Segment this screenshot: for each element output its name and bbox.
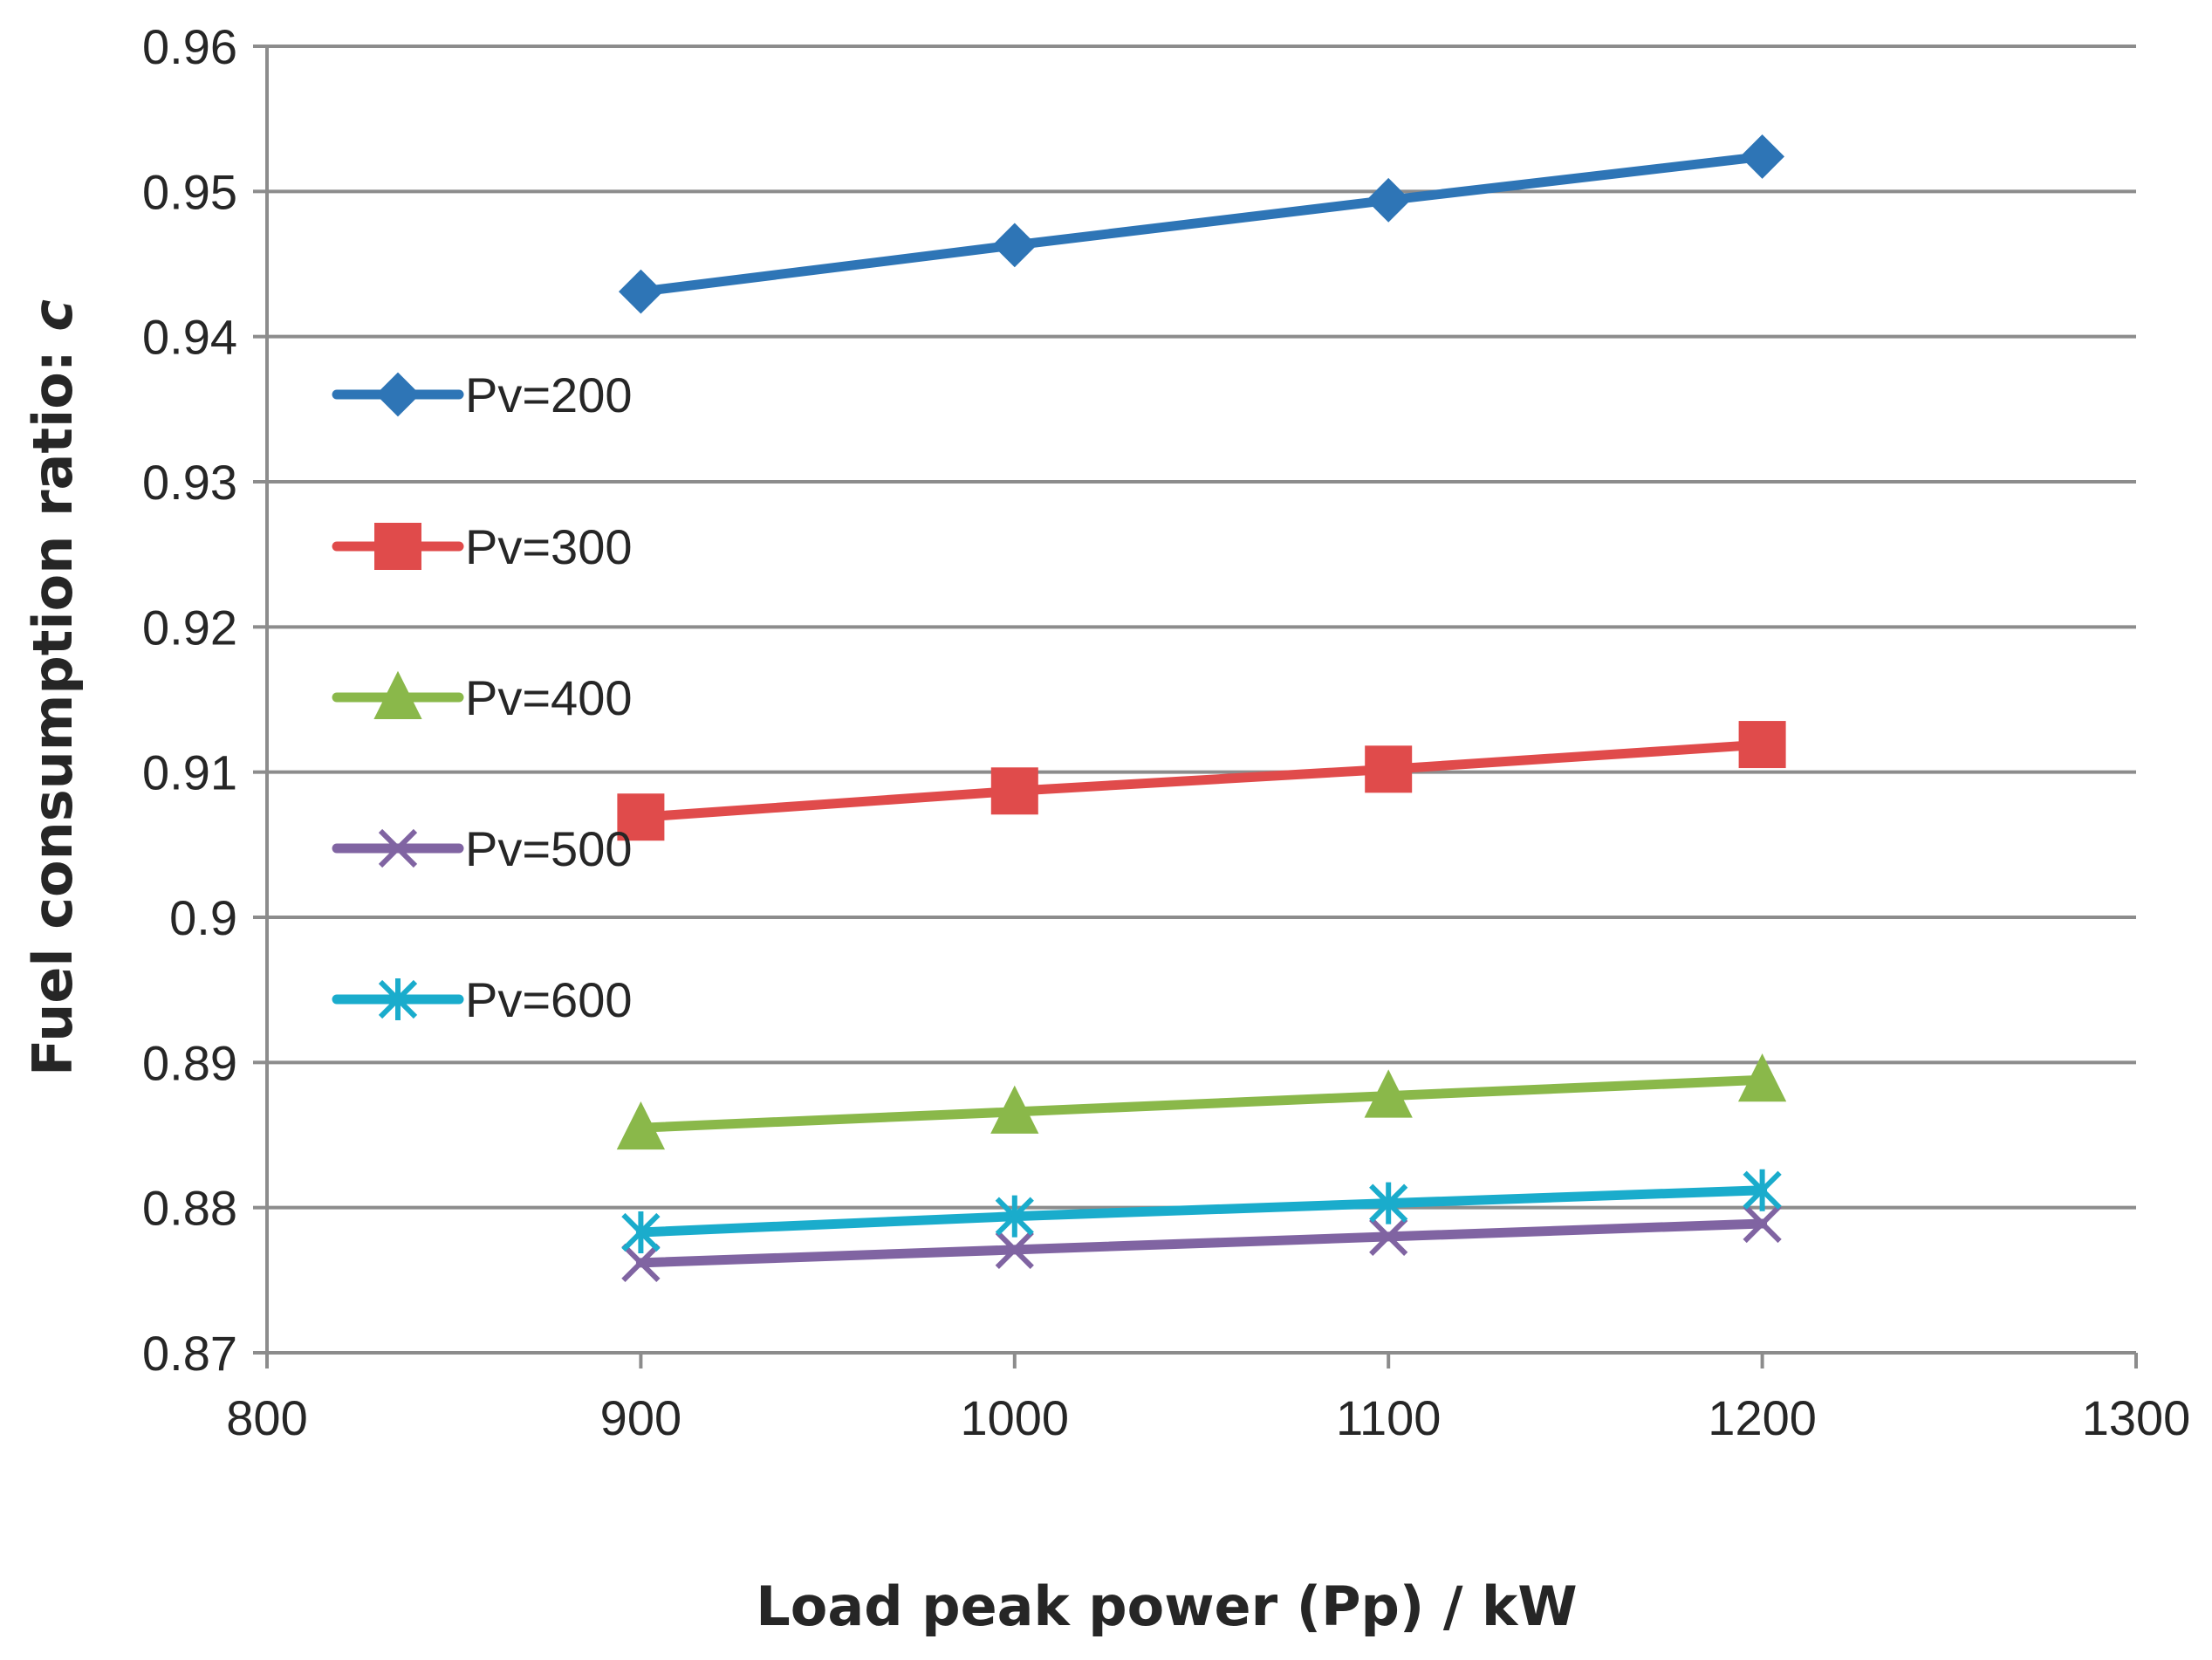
y-axis-title-variable: c bbox=[21, 299, 85, 332]
y-axis-title-main: Fuel consumption ratio: bbox=[21, 332, 85, 1076]
data-point bbox=[1365, 745, 1413, 793]
data-point bbox=[1738, 721, 1786, 769]
data-point bbox=[1369, 1182, 1408, 1224]
series-line bbox=[635, 1074, 1768, 1133]
y-tick-label: 0.94 bbox=[142, 310, 237, 365]
data-point bbox=[995, 1230, 1034, 1270]
series bbox=[616, 134, 1787, 1282]
y-tick-label: 0.88 bbox=[142, 1181, 237, 1236]
y-tick-label: 0.9 bbox=[169, 890, 237, 945]
x-tick-label: 1000 bbox=[961, 1390, 1070, 1445]
legend-marker bbox=[378, 828, 418, 868]
series-pv-200 bbox=[618, 134, 1785, 314]
y-axis-title: Fuel consumption ratio: c bbox=[21, 299, 85, 1076]
legend-label: Pv=600 bbox=[465, 972, 633, 1027]
data-point bbox=[1737, 1053, 1787, 1102]
legend-label: Pv=300 bbox=[465, 519, 633, 574]
data-point bbox=[617, 793, 665, 841]
data-point bbox=[621, 1243, 661, 1282]
data-point bbox=[990, 767, 1038, 815]
legend-item: Pv=300 bbox=[332, 519, 633, 574]
legend-item: Pv=500 bbox=[332, 821, 633, 876]
data-point bbox=[1369, 1217, 1408, 1257]
series-line bbox=[635, 1185, 1768, 1238]
y-tick-label: 0.91 bbox=[142, 745, 237, 800]
series-line bbox=[635, 1218, 1768, 1268]
legend-marker bbox=[374, 523, 421, 570]
data-point bbox=[1740, 134, 1785, 179]
x-tick-label: 800 bbox=[226, 1390, 307, 1445]
series-pv-400 bbox=[616, 1053, 1787, 1150]
data-point bbox=[1364, 1069, 1413, 1118]
series-line bbox=[635, 151, 1768, 297]
legend-marker bbox=[375, 372, 421, 417]
x-tick-label: 900 bbox=[600, 1390, 681, 1445]
x-tick-label: 1300 bbox=[2082, 1390, 2191, 1445]
data-point bbox=[992, 223, 1038, 268]
data-point bbox=[990, 1085, 1039, 1134]
y-tick-label: 0.87 bbox=[142, 1326, 237, 1381]
data-point bbox=[621, 1211, 661, 1253]
y-tick-label: 0.96 bbox=[142, 19, 237, 74]
legend: Pv=200 Pv=300 Pv=400 Pv=500 Pv=600 bbox=[332, 367, 633, 1027]
legend-marker bbox=[373, 670, 422, 719]
legend-item: Pv=200 bbox=[332, 367, 633, 422]
x-tick-label: 1100 bbox=[1336, 1390, 1441, 1445]
data-point bbox=[1366, 177, 1411, 223]
data-point bbox=[1743, 1204, 1782, 1244]
series-line bbox=[635, 739, 1768, 822]
x-tick-label: 1200 bbox=[1708, 1390, 1817, 1445]
legend-label: Pv=500 bbox=[465, 821, 633, 876]
gridlines bbox=[267, 45, 2136, 1210]
data-point bbox=[618, 269, 663, 314]
legend-item: Pv=600 bbox=[332, 972, 633, 1027]
legend-label: Pv=200 bbox=[465, 367, 633, 422]
series-pv-300 bbox=[617, 721, 1786, 841]
series-pv-500 bbox=[621, 1204, 1782, 1282]
axes bbox=[253, 45, 2138, 1368]
y-tick-label: 0.95 bbox=[142, 164, 237, 219]
y-tick-label: 0.89 bbox=[142, 1035, 237, 1090]
data-point bbox=[995, 1195, 1034, 1238]
data-point bbox=[616, 1101, 666, 1150]
legend-marker bbox=[378, 978, 418, 1020]
data-point bbox=[1743, 1169, 1782, 1211]
x-axis-title: Load peak power (Pp) / kW bbox=[756, 1574, 1577, 1638]
tick-labels: 0.87 0.88 0.89 0.9 0.91 0.92 0.93 0.94 0.95 0.96 8… bbox=[142, 19, 2190, 1445]
legend-item: Pv=400 bbox=[332, 670, 633, 725]
legend-label: Pv=400 bbox=[465, 670, 633, 725]
series-pv-600 bbox=[621, 1169, 1782, 1253]
y-tick-label: 0.92 bbox=[142, 600, 237, 655]
y-tick-label: 0.93 bbox=[142, 455, 237, 510]
